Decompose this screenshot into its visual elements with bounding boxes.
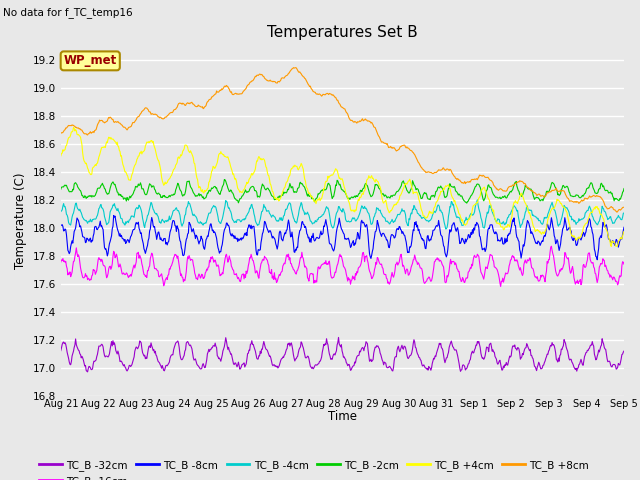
Legend: TC_B -32cm, TC_B -16cm, TC_B -8cm, TC_B -4cm, TC_B -2cm, TC_B +4cm, TC_B +8cm: TC_B -32cm, TC_B -16cm, TC_B -8cm, TC_B … [35,456,593,480]
X-axis label: Time: Time [328,410,357,423]
Title: Temperatures Set B: Temperatures Set B [267,25,418,40]
Text: No data for f_TC_temp16: No data for f_TC_temp16 [3,7,133,18]
Text: WP_met: WP_met [63,54,117,67]
Y-axis label: Temperature (C): Temperature (C) [14,172,27,269]
